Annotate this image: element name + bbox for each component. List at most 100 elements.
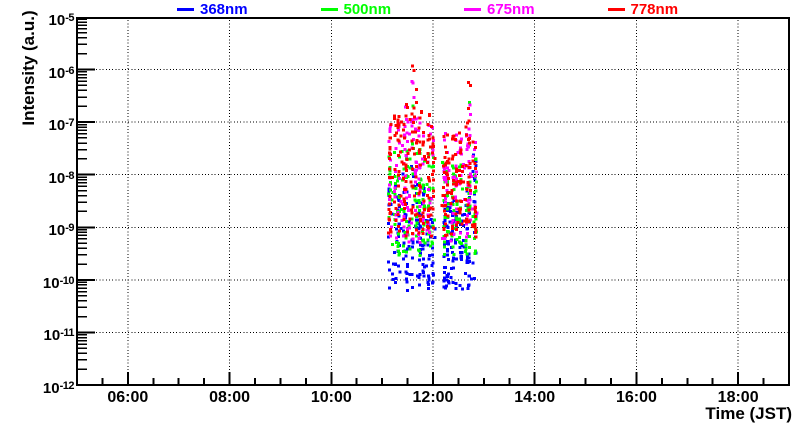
data-point [406,120,410,124]
data-point [417,183,421,187]
data-point [389,211,392,214]
data-point [474,164,478,167]
data-point [467,245,471,249]
data-point [448,206,452,210]
data-point [406,152,410,156]
data-point [410,139,414,143]
data-point [473,148,476,152]
data-point [468,162,472,166]
data-point [404,163,408,167]
data-point [429,244,432,248]
data-point [394,276,398,280]
data-point [465,208,469,212]
data-point [451,176,455,179]
data-point [402,210,406,214]
data-point [388,286,392,290]
data-point [450,137,454,141]
data-point [471,224,475,228]
data-point [426,213,430,217]
data-point [447,202,451,206]
data-point [405,271,409,275]
data-point [418,200,422,204]
data-point [390,272,394,276]
data-point [431,153,435,157]
data-point [427,276,431,280]
data-point [426,122,430,126]
data-point [449,275,453,279]
data-point [442,185,446,189]
data-point [474,230,477,234]
data-point [454,286,458,290]
data-point [403,124,407,128]
data-point [461,169,465,173]
data-point [443,177,447,181]
data-point [394,147,398,151]
data-point [410,120,414,124]
data-point [465,252,469,256]
data-point [411,172,415,176]
data-point [394,281,397,285]
data-point [397,123,401,127]
data-point [415,274,419,278]
y-tick-label: 10-11 [43,327,75,345]
data-point [455,257,458,261]
data-point [463,250,467,254]
data-point [402,203,406,207]
data-point [417,227,421,231]
data-point [404,102,408,106]
data-point [417,231,421,235]
data-point [422,201,425,205]
data-point [397,264,400,268]
data-point [427,155,431,159]
data-point [427,257,431,261]
data-point [402,241,406,245]
data-point [474,215,478,218]
data-point [430,125,433,129]
data-point [414,215,418,219]
gridlines [77,17,789,385]
data-point [450,234,454,238]
data-point [446,133,449,137]
data-point [469,192,472,196]
data-point [397,115,401,119]
data-point [421,227,425,231]
data-point [405,280,409,284]
data-point [467,234,471,238]
data-point [397,253,401,257]
data-point [458,151,462,155]
data-point [443,200,447,204]
data-point [388,197,391,201]
data-point [419,251,422,255]
data-point [387,231,391,235]
data-point [418,121,422,125]
data-point [417,258,421,262]
data-point [473,249,477,253]
data-point [458,211,462,215]
data-point [394,163,398,167]
data-point [432,169,436,173]
data-point [409,208,413,212]
data-point [454,177,458,181]
data-point [403,232,407,236]
data-point [417,126,421,130]
data-point [414,187,418,191]
data-point [387,140,391,144]
data-point [442,228,446,232]
data-point [392,262,395,266]
data-point [422,274,426,278]
data-point [474,157,478,161]
data-point [411,241,415,245]
data-point [405,228,409,232]
data-point [467,159,471,163]
data-point [443,145,447,149]
data-point [429,206,433,210]
data-point [427,204,431,208]
data-point [418,182,421,186]
data-point [405,288,409,292]
data-point [473,222,477,226]
data-point [419,178,423,182]
data-point [473,185,477,189]
data-point [417,237,421,240]
data-point [460,287,464,291]
data-point [467,127,471,131]
